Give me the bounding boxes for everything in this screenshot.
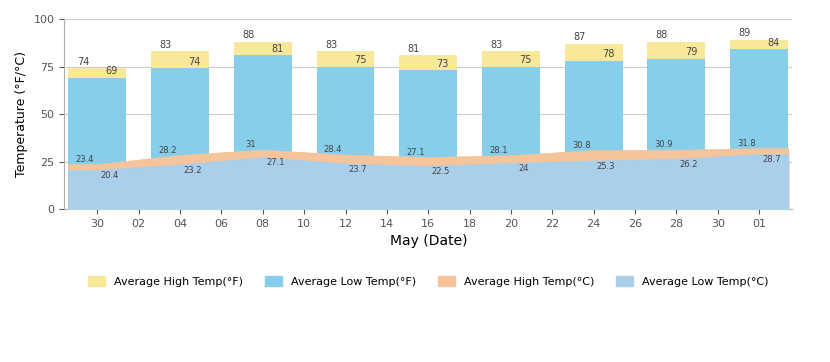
Text: 28.7: 28.7: [762, 155, 781, 164]
Text: 28.1: 28.1: [490, 146, 508, 155]
Text: 75: 75: [354, 55, 366, 65]
Bar: [316, 51, 374, 209]
Text: 30.8: 30.8: [572, 141, 591, 150]
Bar: [151, 68, 209, 209]
Text: 69: 69: [105, 67, 118, 76]
Bar: [730, 50, 788, 209]
Text: 28.2: 28.2: [159, 146, 177, 155]
Text: 23.4: 23.4: [76, 155, 95, 164]
Text: 24: 24: [518, 164, 529, 173]
Text: 74: 74: [76, 57, 89, 67]
Bar: [316, 67, 374, 209]
Text: 22.5: 22.5: [432, 167, 450, 176]
Text: 74: 74: [188, 57, 201, 67]
Text: 84: 84: [768, 38, 779, 48]
Legend: Average High Temp(°F), Average Low Temp(°F), Average High Temp(°C), Average Low : Average High Temp(°F), Average Low Temp(…: [84, 272, 773, 291]
Text: 88: 88: [656, 30, 668, 40]
Bar: [482, 67, 540, 209]
Text: 26.2: 26.2: [680, 160, 698, 169]
Text: 79: 79: [685, 47, 697, 58]
Bar: [564, 44, 622, 209]
X-axis label: May (Date): May (Date): [389, 235, 467, 248]
Text: 31.8: 31.8: [737, 139, 756, 148]
Bar: [647, 59, 705, 209]
Bar: [151, 51, 209, 209]
Text: 83: 83: [325, 40, 337, 50]
Text: 75: 75: [520, 55, 532, 65]
Text: 83: 83: [491, 40, 503, 50]
Text: 23.7: 23.7: [349, 165, 367, 174]
Text: 30.9: 30.9: [655, 140, 673, 150]
Text: 20.4: 20.4: [100, 171, 119, 180]
Bar: [234, 42, 292, 209]
Text: 89: 89: [739, 28, 751, 38]
Text: 27.1: 27.1: [407, 148, 425, 157]
Text: 78: 78: [602, 49, 614, 59]
Y-axis label: Temperature (°F/°C): Temperature (°F/°C): [15, 51, 28, 177]
Text: 87: 87: [573, 32, 585, 42]
Text: 81: 81: [271, 43, 283, 54]
Text: 88: 88: [242, 30, 255, 40]
Bar: [730, 40, 788, 209]
Text: 27.1: 27.1: [266, 158, 285, 167]
Text: 73: 73: [437, 59, 449, 69]
Text: 81: 81: [408, 43, 420, 54]
Bar: [399, 70, 457, 209]
Bar: [482, 51, 540, 209]
Text: 31: 31: [245, 140, 256, 149]
Bar: [399, 55, 457, 209]
Bar: [68, 78, 126, 209]
Text: 28.4: 28.4: [324, 145, 343, 154]
Bar: [564, 61, 622, 209]
Bar: [647, 42, 705, 209]
Text: 83: 83: [159, 40, 172, 50]
Text: 23.2: 23.2: [183, 166, 202, 174]
Text: 25.3: 25.3: [597, 162, 615, 171]
Bar: [234, 55, 292, 209]
Bar: [68, 68, 126, 209]
